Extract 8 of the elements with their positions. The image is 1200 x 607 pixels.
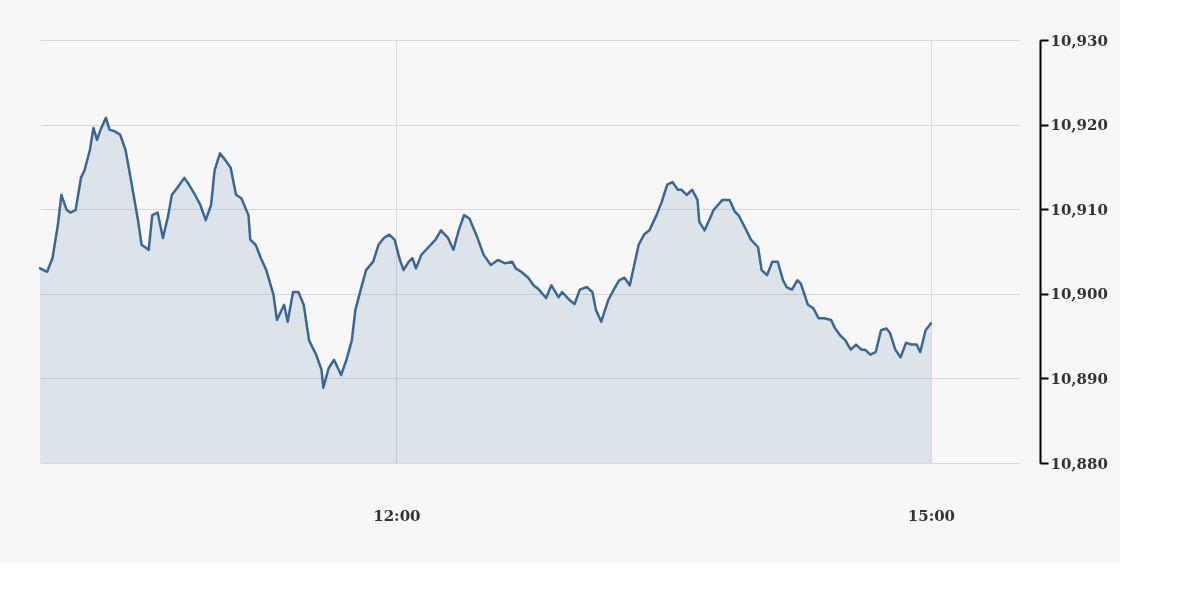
y-tick-label: 10,910 <box>1050 200 1108 219</box>
y-tick-label: 10,930 <box>1050 31 1108 50</box>
y-tick-label: 10,920 <box>1050 116 1108 135</box>
x-tick-label: 12:00 <box>373 506 421 525</box>
y-tick-label: 10,880 <box>1050 454 1108 473</box>
y-tick-label: 10,890 <box>1050 369 1108 388</box>
y-tick-label: 10,900 <box>1050 285 1108 304</box>
x-tick-label: 15:00 <box>907 506 956 525</box>
